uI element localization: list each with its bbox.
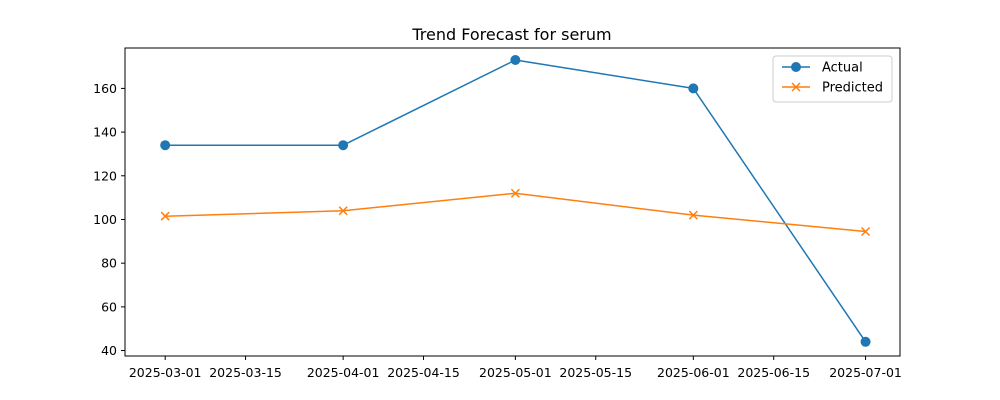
predicted-data-point [688,210,698,220]
predicted-data-point [160,211,170,221]
actual-data-point [160,140,171,151]
legend-marker-actual [791,62,801,72]
chart-title: Trend Forecast for serum [411,25,611,44]
legend-marker-predicted [791,82,801,92]
legend-label-actual: Actual [822,61,863,76]
legend: Actual Predicted [772,55,893,103]
y-tick-label: 140 [93,125,117,140]
predicted-data-point [861,226,871,237]
plot-frame [124,47,901,357]
y-tick-label: 40 [101,343,117,358]
actual-data-point [860,336,871,347]
x-tick-label: 2025-03-01 [129,365,202,380]
plot-area: 2025-03-01 2025-03-15 2025-04-01 2025-04-15… [93,55,902,380]
y-tick-label: 120 [93,168,117,183]
actual-data-point [338,140,349,151]
series-line-predicted [165,192,866,233]
y-tick-label: 100 [93,212,117,227]
x-tick-label: 2025-04-01 [307,365,380,380]
x-tick-label: 2025-05-01 [479,365,552,380]
x-tick-label: 2025-04-15 [387,365,460,380]
legend-label-predicted: Predicted [822,81,883,96]
actual-data-point [510,55,521,66]
x-tick-label: 2025-03-15 [209,365,282,380]
y-tick-label: 60 [101,299,117,314]
series-line-actual [165,59,867,343]
x-tick-label: 2025-06-15 [737,365,810,380]
predicted-data-point [510,188,520,198]
y-tick-label: 80 [101,256,117,271]
y-tick-label: 160 [93,81,117,96]
predicted-data-point [338,206,348,216]
x-tick-label: 2025-05-15 [559,365,632,380]
x-tick-label: 2025-07-01 [829,365,902,380]
x-tick-label: 2025-06-01 [657,365,730,380]
actual-data-point [688,83,699,94]
